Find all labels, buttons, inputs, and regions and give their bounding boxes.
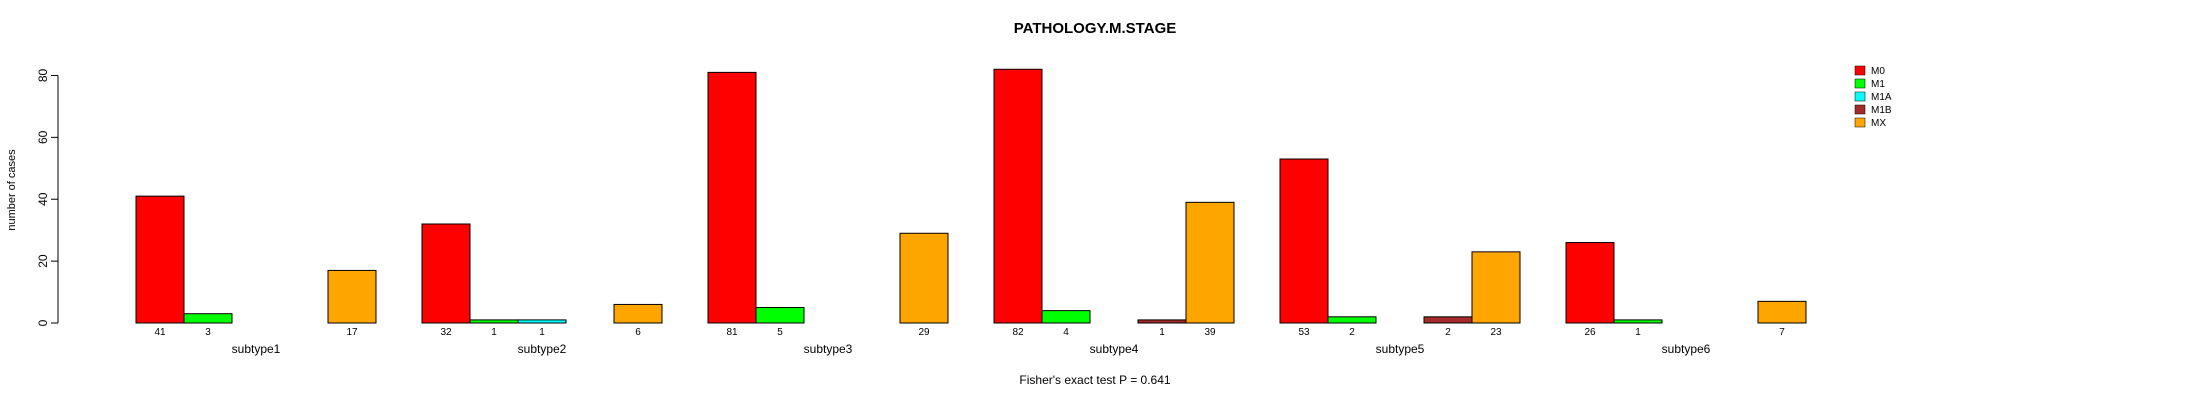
bar-value-label: 1 xyxy=(1159,327,1165,338)
bar-subtype4-M1B xyxy=(1137,319,1187,324)
bar-subtype5-M1 xyxy=(1327,316,1377,324)
bar-value-label: 41 xyxy=(154,327,166,338)
bar-subtype2-M1A xyxy=(517,319,567,324)
bar-value-label: 17 xyxy=(346,327,358,338)
bar-subtype1-M1 xyxy=(183,313,233,324)
bar-value-label: 3 xyxy=(205,327,211,338)
bar-value-label: 32 xyxy=(440,327,452,338)
bar-value-label: 6 xyxy=(635,327,641,338)
bar-value-label: 53 xyxy=(1298,327,1310,338)
bar-subtype6-M0 xyxy=(1565,242,1615,324)
fisher-test-note: Fisher's exact test P = 0.641 xyxy=(1019,373,1171,387)
y-tick-label-20: 20 xyxy=(36,254,50,268)
legend-label-M1A: M1A xyxy=(1871,92,1892,103)
bar-subtype2-M1 xyxy=(469,319,519,324)
bar-value-label: 39 xyxy=(1204,327,1216,338)
y-tick-label-80: 80 xyxy=(36,68,50,82)
bar-subtype3-M0 xyxy=(707,71,757,324)
bar-subtype1-M0 xyxy=(135,195,185,324)
bar-value-label: 81 xyxy=(726,327,738,338)
category-label-subtype5: subtype5 xyxy=(1376,342,1425,356)
legend-swatch-M0 xyxy=(1854,65,1866,76)
legend-swatch-M1 xyxy=(1854,78,1866,89)
bar-subtype5-MX xyxy=(1471,251,1521,324)
bar-subtype6-MX xyxy=(1757,300,1807,324)
y-tick-label-40: 40 xyxy=(36,192,50,206)
bar-value-label: 29 xyxy=(918,327,930,338)
bar-subtype2-M0 xyxy=(421,223,471,324)
bar-subtype4-M1 xyxy=(1041,310,1091,324)
bar-subtype5-M0 xyxy=(1279,158,1329,324)
bar-value-label: 1 xyxy=(539,327,545,338)
bar-value-label: 26 xyxy=(1584,327,1596,338)
legend-label-M1B: M1B xyxy=(1871,105,1892,116)
bar-subtype3-M1 xyxy=(755,307,805,324)
category-label-subtype1: subtype1 xyxy=(232,342,281,356)
bar-value-label: 82 xyxy=(1012,327,1024,338)
chart-title: PATHOLOGY.M.STAGE xyxy=(1013,20,1177,37)
y-tick-label-0: 0 xyxy=(36,319,50,326)
bar-subtype6-M1 xyxy=(1613,319,1663,324)
legend-label-M0: M0 xyxy=(1871,66,1885,77)
legend-swatch-M1A xyxy=(1854,91,1866,102)
bar-subtype4-M0 xyxy=(993,68,1043,324)
legend-label-MX: MX xyxy=(1871,118,1886,129)
y-tick-label-60: 60 xyxy=(36,130,50,144)
legend-label-M1: M1 xyxy=(1871,79,1885,90)
bar-value-label: 1 xyxy=(1635,327,1641,338)
bar-subtype5-M1B xyxy=(1423,316,1473,324)
bar-value-label: 4 xyxy=(1063,327,1069,338)
category-label-subtype6: subtype6 xyxy=(1662,342,1711,356)
category-label-subtype3: subtype3 xyxy=(804,342,853,356)
bar-value-label: 5 xyxy=(777,327,783,338)
bar-value-label: 1 xyxy=(491,327,497,338)
bar-value-label: 2 xyxy=(1445,327,1451,338)
bar-subtype1-MX xyxy=(327,269,377,324)
bar-value-label: 23 xyxy=(1490,327,1502,338)
legend-swatch-M1B xyxy=(1854,104,1866,115)
bar-value-label: 2 xyxy=(1349,327,1355,338)
bar-subtype4-MX xyxy=(1185,201,1235,324)
bar-subtype3-MX xyxy=(899,232,949,324)
category-label-subtype2: subtype2 xyxy=(518,342,567,356)
legend-swatch-MX xyxy=(1854,117,1866,128)
bar-value-label: 7 xyxy=(1779,327,1785,338)
bar-subtype2-MX xyxy=(613,303,663,324)
category-label-subtype4: subtype4 xyxy=(1090,342,1139,356)
